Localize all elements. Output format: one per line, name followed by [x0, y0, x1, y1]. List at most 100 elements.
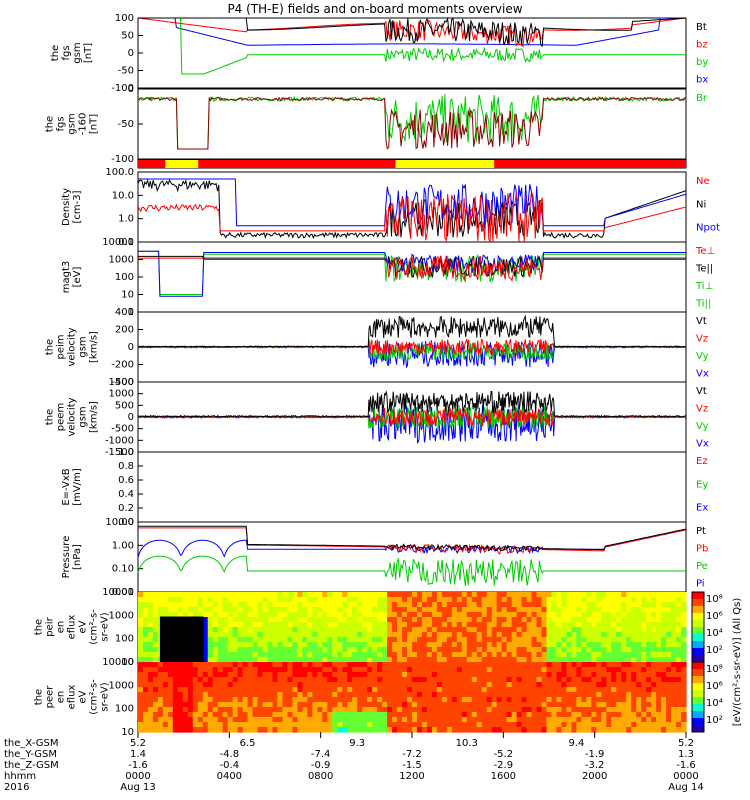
heat-peer-cell [481, 707, 488, 713]
heat-peer-cell [651, 692, 657, 698]
heat-peer-cell [252, 692, 259, 698]
heat-peer-cell [486, 682, 493, 688]
heat-peir-cell [302, 652, 308, 658]
heat-peir-cell [426, 642, 433, 648]
heat-peer-cell [576, 667, 582, 673]
ytick-efield-0: 1.0 [118, 447, 134, 458]
heat-peir-cell [426, 592, 433, 598]
heat-peer-cell [352, 712, 358, 718]
heat-peer-cell [157, 717, 164, 723]
heat-peir-cell [616, 592, 622, 598]
heat-peer-cell [392, 662, 398, 668]
heat-peer-cell [377, 667, 383, 673]
heat-peer-cell [252, 717, 259, 723]
heat-peir-cell [412, 632, 418, 638]
heat-peer-cell [561, 727, 568, 733]
heat-peer-cell [237, 687, 244, 693]
heat-peir-cell [511, 602, 518, 608]
heat-peir-cell [352, 602, 358, 608]
heat-peer-cell [626, 712, 632, 718]
heat-peer-cell [327, 727, 333, 733]
heat-peer-cell [511, 672, 518, 678]
heat-peir-cell [147, 642, 154, 648]
heat-peer-cell [372, 702, 378, 708]
heat-peer-cell [421, 672, 428, 678]
ylabel-peer-5: (cm²-s- [89, 679, 100, 715]
heat-peir-cell [292, 637, 299, 643]
heat-peer-cell [377, 712, 383, 718]
heat-peir-cell [142, 607, 149, 613]
heat-peir-cell [466, 617, 473, 623]
heat-peer-cell [252, 707, 259, 713]
heat-peer-cell [661, 702, 667, 708]
heat-peer-cell [501, 712, 508, 718]
heat-peir-cell [307, 652, 313, 658]
heat-peir-cell [212, 607, 219, 613]
heat-peer-cell [416, 662, 423, 668]
heat-peer-cell [631, 702, 637, 708]
heat-peer-cell [387, 697, 393, 703]
heat-peir-cell [681, 627, 687, 633]
heat-peer-cell [436, 722, 443, 728]
heat-peir-cell [616, 637, 622, 643]
heat-peer-cell [671, 687, 677, 693]
heat-peer-cell [387, 677, 393, 683]
heat-peir-cell [586, 607, 592, 613]
heat-peir-cell [461, 647, 468, 653]
heat-peer-cell [506, 702, 513, 708]
heat-peir-cell [202, 622, 209, 628]
heat-peer-cell [556, 687, 563, 693]
heat-peer-cell [541, 662, 548, 668]
heat-peer-cell [187, 687, 194, 693]
heat-peir-cell [327, 652, 333, 658]
heat-peir-cell [526, 647, 533, 653]
heat-peer-cell [451, 687, 458, 693]
heat-peir-cell [252, 647, 259, 653]
heat-peer-cell [147, 712, 154, 718]
heat-peer-cell [192, 707, 199, 713]
heat-peer-cell [322, 662, 328, 668]
heat-peer-cell [601, 707, 607, 713]
heat-peir-cell [566, 647, 573, 653]
heat-peer-cell [586, 707, 592, 713]
heat-peer-cell [147, 717, 154, 723]
heat-peir-cell [601, 597, 607, 603]
heat-peir-cell [541, 612, 548, 618]
heat-peir-cell [651, 622, 657, 628]
heat-peer-cell [471, 667, 478, 673]
ytick-pressure-0: 10.00 [105, 517, 134, 528]
heat-peer-cell [511, 687, 518, 693]
heat-peer-cell [222, 707, 229, 713]
heat-peer-cell [177, 722, 184, 728]
heat-peir-cell [621, 617, 627, 623]
heat-peer-cell [556, 692, 563, 698]
heat-peer-cell [566, 667, 573, 673]
heat-peer-cell [641, 687, 647, 693]
xaxis-row-2-val-1: -0.4 [220, 760, 240, 771]
heat-peer-cell [681, 712, 687, 718]
ytick-pressure-1: 1.00 [112, 540, 134, 551]
heat-peir-cell [267, 612, 274, 618]
heat-peir-cell [207, 627, 214, 633]
heat-peer-cell [596, 712, 602, 718]
heat-peir-cell [556, 657, 563, 663]
heat-peir-cell [436, 622, 443, 628]
heat-peer-cell [212, 727, 219, 733]
heat-peer-cell [541, 672, 548, 678]
heat-peir-cell [496, 657, 503, 663]
heat-peer-cell [661, 672, 667, 678]
heat-peir-cell [327, 617, 333, 623]
heat-peer-cell [182, 682, 189, 688]
heat-peir-cell [407, 617, 413, 623]
heat-peer-cell [182, 697, 189, 703]
heat-peer-cell [451, 727, 458, 733]
flag-segment-3 [395, 160, 495, 168]
heat-peer-cell [327, 717, 333, 723]
heat-peir-cell [446, 637, 453, 643]
heat-peir-cell [322, 627, 328, 633]
heat-peir-cell [661, 642, 667, 648]
heat-peer-cell [172, 727, 179, 733]
colorbar-tick-0-2: 10⁴ [706, 628, 723, 639]
heat-peer-cell [222, 717, 229, 723]
